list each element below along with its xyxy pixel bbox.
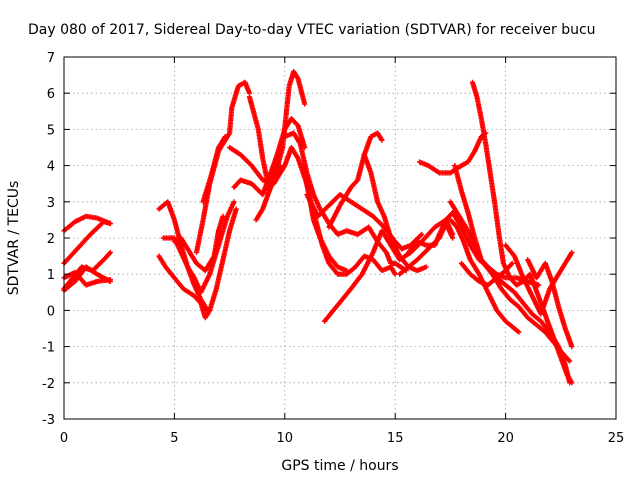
x-axis-label: GPS time / hours xyxy=(281,458,398,474)
x-tick-label: 25 xyxy=(608,431,625,446)
x-tick-label: 20 xyxy=(497,431,514,446)
data-points xyxy=(61,68,575,386)
y-tick-label: -1 xyxy=(42,341,55,356)
y-tick-label: 6 xyxy=(47,87,55,102)
chart-title: Day 080 of 2017, Sidereal Day-to-day VTE… xyxy=(28,22,596,38)
y-tick-label: 0 xyxy=(47,304,55,319)
series-track xyxy=(525,257,575,350)
axes: 0 5 10 15 20 25 -3 -2 -1 0 1 2 3 4 5 6 7 xyxy=(42,51,624,446)
data-point-marker xyxy=(204,307,211,313)
y-tick-label: 2 xyxy=(47,232,55,247)
series-track xyxy=(156,206,239,321)
data-point-marker xyxy=(569,344,575,350)
data-point-marker xyxy=(379,137,385,143)
x-tick-label: 15 xyxy=(387,431,404,446)
y-tick-label: 7 xyxy=(47,51,55,66)
grid-lines xyxy=(64,57,616,419)
series-track xyxy=(200,134,228,205)
data-point-marker xyxy=(107,278,113,285)
data-point-marker xyxy=(392,271,398,277)
series-track xyxy=(156,199,237,295)
series-track xyxy=(61,219,113,266)
data-point-marker xyxy=(450,235,456,241)
y-tick-label: 5 xyxy=(47,123,55,138)
x-tick-label: 5 xyxy=(170,431,178,446)
series-track xyxy=(160,235,211,313)
data-point-marker xyxy=(231,199,237,205)
data-point-marker xyxy=(423,264,429,270)
data-point-marker xyxy=(419,231,425,237)
data-point-marker xyxy=(516,329,522,335)
data-point-marker xyxy=(569,249,575,256)
y-tick-label: 4 xyxy=(47,160,55,175)
series-track xyxy=(282,130,409,274)
x-tick-label: 10 xyxy=(277,431,294,446)
series-track xyxy=(253,115,308,223)
data-point-marker xyxy=(107,220,113,227)
data-point-marker xyxy=(509,260,515,266)
y-tick-label: -3 xyxy=(42,413,55,428)
data-point-marker xyxy=(222,134,228,140)
data-point-marker xyxy=(233,206,239,212)
data-point-marker xyxy=(220,213,226,219)
data-point-marker xyxy=(107,249,113,256)
data-point-marker xyxy=(567,358,573,364)
data-point-marker xyxy=(536,282,542,288)
y-tick-label: 3 xyxy=(47,196,55,211)
series-track xyxy=(304,191,425,252)
y-axis-label: SDTVAR / TECUs xyxy=(6,181,22,296)
series-track xyxy=(326,130,385,230)
data-point-marker xyxy=(569,380,575,386)
series-track xyxy=(447,217,522,335)
data-point-marker xyxy=(302,101,308,107)
y-tick-label: -2 xyxy=(42,377,55,392)
series-track xyxy=(171,213,226,274)
series-track xyxy=(416,130,489,176)
x-tick-label: 0 xyxy=(60,431,68,446)
y-tick-label: 1 xyxy=(47,268,55,283)
series-track xyxy=(458,260,515,288)
series-track xyxy=(299,163,398,277)
series-track xyxy=(61,264,113,294)
series-track xyxy=(503,242,575,317)
series-track xyxy=(361,152,429,274)
series-track xyxy=(469,79,575,386)
